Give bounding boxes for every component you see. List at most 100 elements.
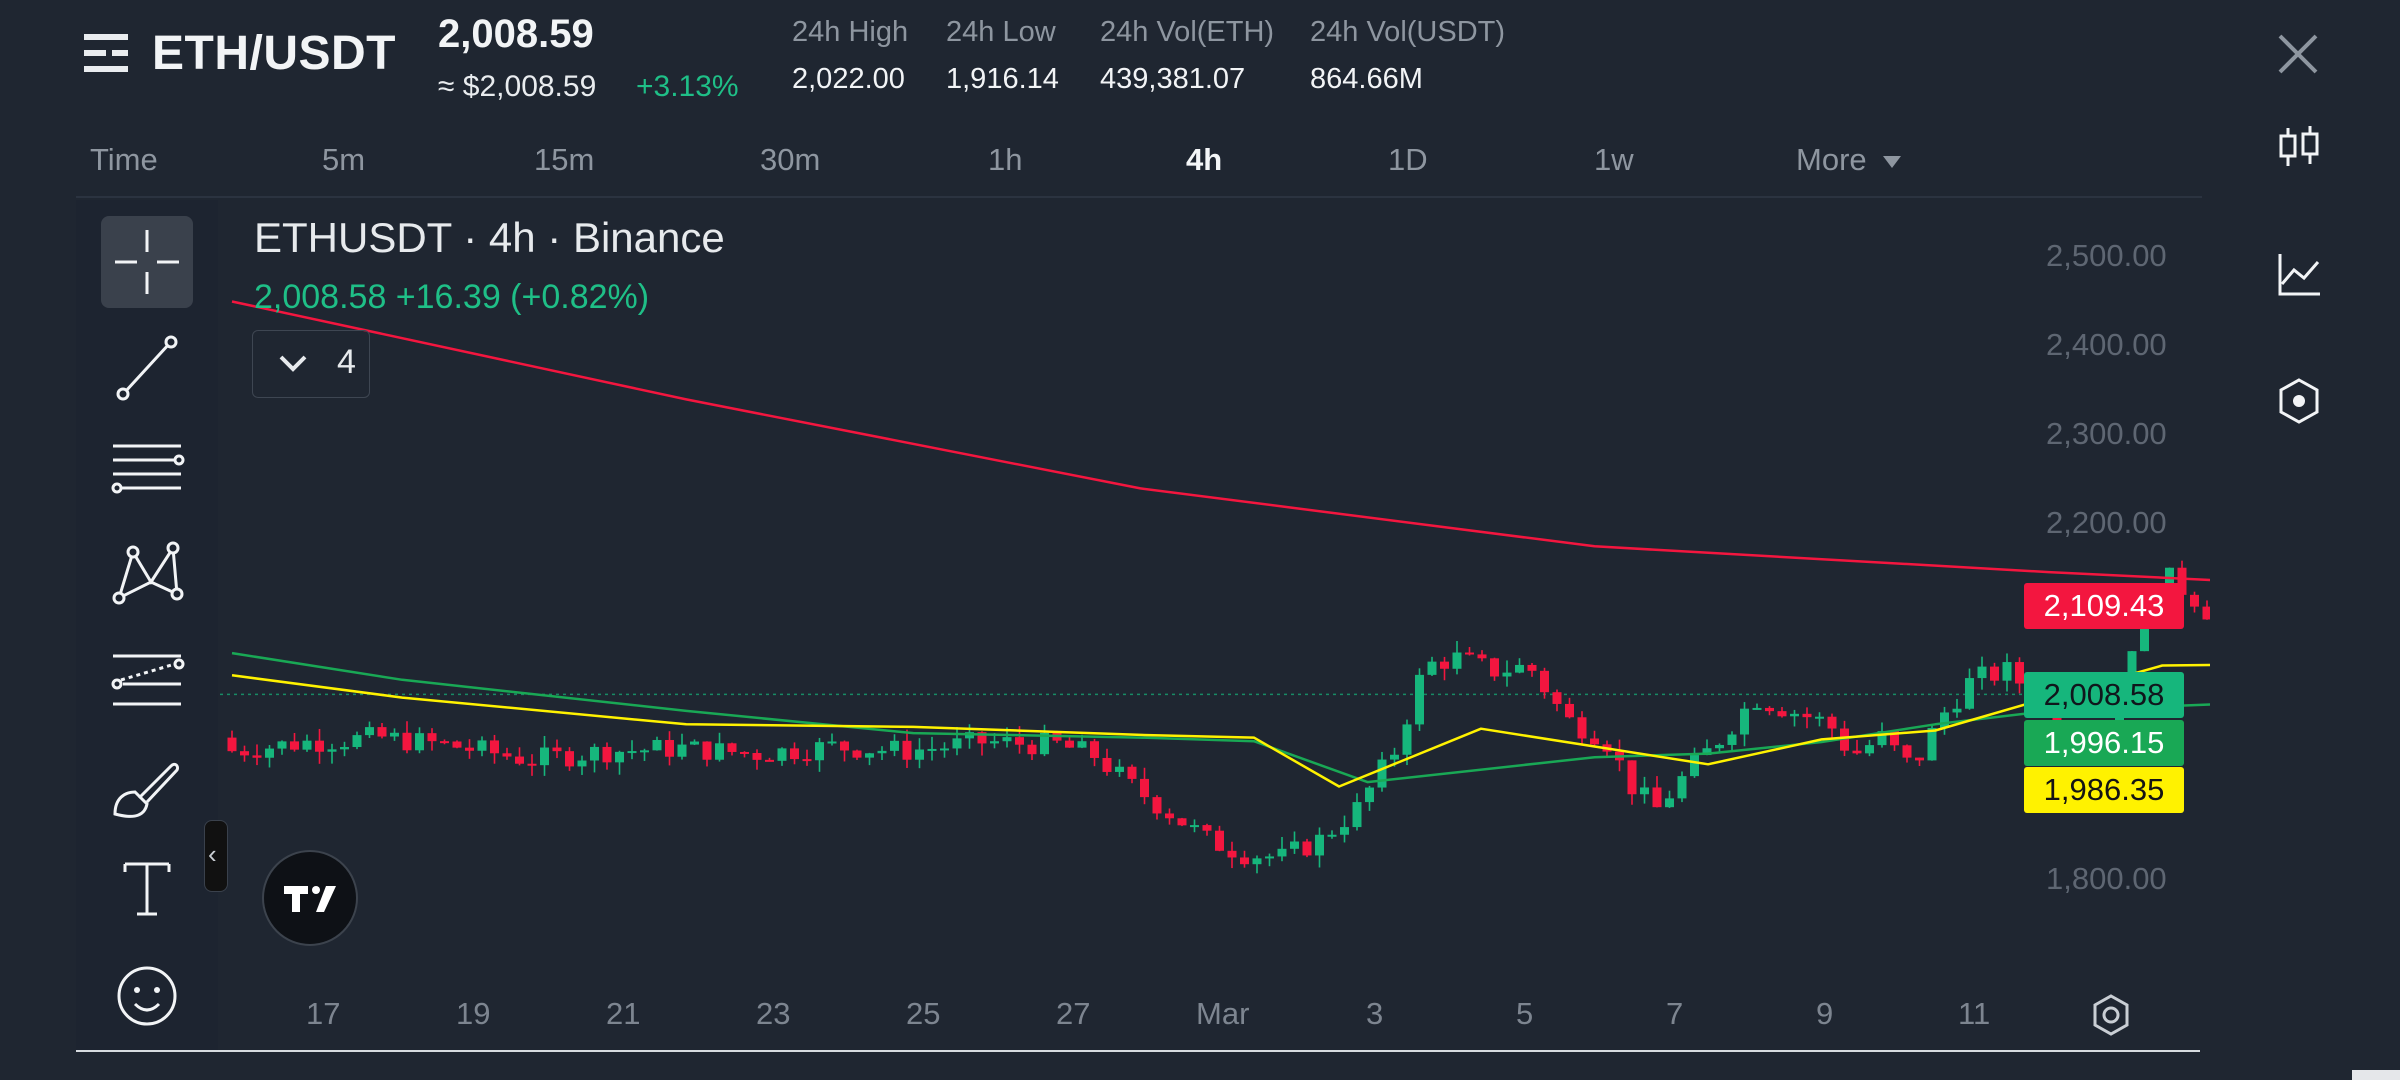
menu-icon[interactable] bbox=[84, 32, 132, 76]
candle bbox=[627, 740, 637, 760]
candle bbox=[415, 727, 424, 754]
tab-time[interactable]: Time bbox=[90, 142, 158, 177]
candle bbox=[1040, 724, 1049, 757]
pattern-icon[interactable] bbox=[101, 528, 193, 620]
candle bbox=[365, 721, 374, 739]
candle bbox=[1127, 764, 1137, 784]
brush-icon[interactable] bbox=[101, 742, 193, 834]
candle bbox=[1465, 647, 1474, 656]
candle bbox=[815, 737, 824, 772]
y-tick-label: 2,300.00 bbox=[2046, 416, 2167, 451]
tab-1w[interactable]: 1w bbox=[1594, 142, 1634, 177]
stat-value: 2,022.00 bbox=[792, 63, 905, 95]
candle bbox=[1827, 713, 1837, 739]
toolbar-collapse-handle[interactable]: ‹ bbox=[204, 820, 228, 892]
candle bbox=[1402, 719, 1412, 766]
stat-24h-high: 24h High 2,022.00 bbox=[792, 16, 908, 96]
price-chart[interactable] bbox=[220, 200, 2210, 1050]
candle bbox=[915, 738, 924, 769]
candle bbox=[1540, 667, 1549, 699]
tab-30m[interactable]: 30m bbox=[760, 142, 821, 177]
x-tick-label: 7 bbox=[1666, 996, 1684, 1031]
text-icon[interactable] bbox=[101, 842, 193, 934]
candle bbox=[552, 739, 562, 759]
pair-title[interactable]: ETH/USDT bbox=[152, 27, 396, 80]
stat-value: 1,916.14 bbox=[946, 63, 1059, 95]
candle bbox=[690, 739, 699, 746]
candle bbox=[1215, 825, 1224, 852]
last-price: 2,008.59 bbox=[438, 12, 594, 56]
x-tick-label: 25 bbox=[906, 996, 941, 1031]
tab-more[interactable]: More bbox=[1796, 142, 1903, 178]
chart-settings-icon[interactable] bbox=[2088, 992, 2134, 1038]
candle bbox=[1752, 703, 1762, 710]
candle bbox=[1990, 662, 1999, 686]
close-icon[interactable] bbox=[2274, 30, 2322, 78]
candle bbox=[1977, 656, 1987, 690]
candle bbox=[527, 754, 537, 776]
line-chart-icon[interactable] bbox=[2274, 250, 2324, 300]
x-tick-label: 27 bbox=[1056, 996, 1091, 1031]
candle bbox=[1727, 731, 1737, 752]
horizontal-lines-icon[interactable] bbox=[101, 422, 193, 514]
x-tick-label: 21 bbox=[606, 996, 641, 1031]
candle bbox=[277, 740, 287, 755]
candle bbox=[1440, 656, 1449, 681]
candle bbox=[327, 743, 337, 764]
candle bbox=[1590, 730, 1599, 746]
caret-down-icon bbox=[1883, 155, 1902, 168]
ma-yellow-line bbox=[231, 663, 2210, 788]
last-price-badge: 2,008.58 bbox=[2024, 672, 2184, 718]
candle bbox=[352, 731, 362, 750]
fib-levels-icon[interactable] bbox=[101, 634, 193, 726]
y-tick-label: 2,200.00 bbox=[2046, 505, 2167, 540]
usd-price: ≈ $2,008.59 bbox=[438, 70, 597, 103]
candle bbox=[1515, 658, 1524, 674]
candle bbox=[1665, 790, 1674, 808]
candle bbox=[777, 747, 787, 766]
candle bbox=[577, 755, 587, 775]
candle bbox=[1240, 850, 1249, 868]
tab-15m[interactable]: 15m bbox=[534, 142, 595, 177]
candle bbox=[752, 749, 762, 770]
tab-1h[interactable]: 1h bbox=[988, 142, 1023, 177]
candle bbox=[377, 722, 387, 739]
ma-yellow-price-badge: 1,986.35 bbox=[2024, 767, 2184, 813]
candle bbox=[802, 749, 812, 766]
candle bbox=[1090, 738, 1099, 767]
emoji-icon[interactable] bbox=[101, 950, 193, 1042]
tab-5m[interactable]: 5m bbox=[322, 142, 366, 177]
x-tick-label: 3 bbox=[1366, 996, 1384, 1031]
indicator-toggle-button[interactable]: 4 bbox=[252, 330, 370, 398]
candle bbox=[640, 748, 649, 761]
candle bbox=[702, 741, 712, 767]
ma-green-line bbox=[231, 651, 2210, 784]
candle bbox=[1965, 668, 1974, 710]
tab-4h[interactable]: 4h bbox=[1186, 142, 1223, 177]
candle bbox=[1302, 838, 1312, 858]
candle bbox=[427, 728, 437, 751]
candle bbox=[1815, 712, 1824, 727]
candle bbox=[1065, 736, 1074, 748]
candle bbox=[1627, 760, 1637, 805]
candle bbox=[315, 728, 324, 764]
candle bbox=[1265, 853, 1274, 867]
candle bbox=[440, 739, 449, 745]
trend-line-icon[interactable] bbox=[101, 322, 193, 414]
candle bbox=[1777, 707, 1787, 718]
candle bbox=[1340, 815, 1349, 843]
crosshair-icon[interactable] bbox=[101, 216, 193, 308]
candle bbox=[565, 747, 574, 771]
chart-legend-title[interactable]: ETHUSDT · 4h · Binance bbox=[254, 214, 725, 261]
indicator-hexagon-icon[interactable] bbox=[2274, 376, 2324, 426]
candle bbox=[477, 736, 487, 757]
stat-label: 24h Vol(ETH) bbox=[1100, 16, 1275, 48]
candlestick-icon[interactable] bbox=[2274, 122, 2324, 172]
candle bbox=[952, 726, 962, 756]
stat-label: 24h High bbox=[792, 16, 909, 48]
y-tick-label: 2,400.00 bbox=[2046, 327, 2167, 362]
candle bbox=[290, 733, 299, 752]
tradingview-logo-icon[interactable] bbox=[262, 850, 358, 946]
tab-1d[interactable]: 1D bbox=[1388, 142, 1428, 177]
candle bbox=[740, 751, 749, 758]
